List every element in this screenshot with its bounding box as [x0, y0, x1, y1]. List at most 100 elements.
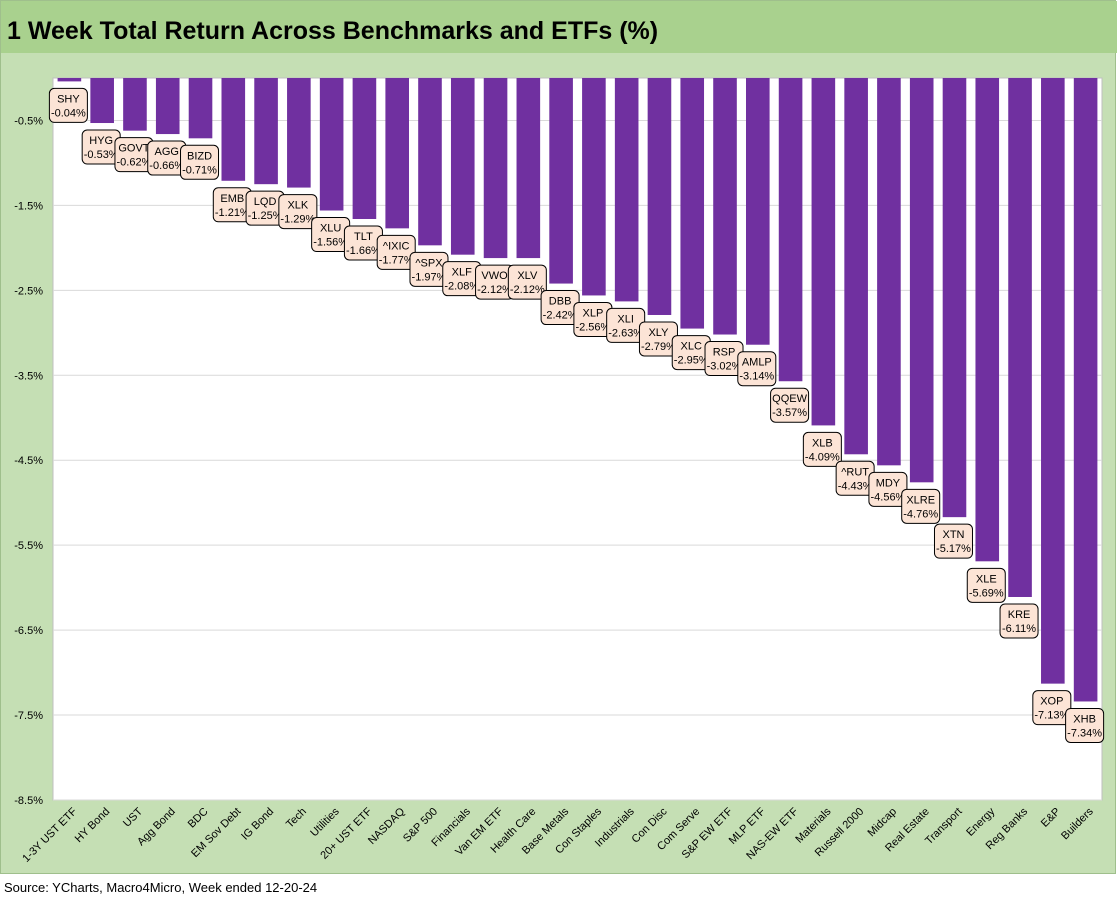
data-label-value: -1.66% [346, 245, 381, 257]
data-label: XLU -1.56% [311, 217, 351, 253]
bar [483, 78, 508, 259]
x-tick-label: Builders [1059, 805, 1096, 842]
data-label: HYG -0.53% [81, 129, 121, 165]
data-label: XLP -2.56% [573, 301, 613, 337]
bar [1008, 78, 1032, 597]
data-label-ticker: XLP [582, 307, 603, 319]
data-label: XTN -5.17% [933, 523, 973, 559]
data-label: XOP -7.13% [1032, 690, 1072, 726]
data-label-value: -5.69% [969, 587, 1004, 599]
source-note: Source: YCharts, Macro4Micro, Week ended… [4, 880, 318, 895]
data-label-value: -5.17% [936, 543, 971, 555]
bar [516, 78, 541, 259]
data-label-box [48, 87, 88, 123]
data-label-value: -0.71% [182, 164, 217, 176]
data-label-ticker: ^SPX [415, 257, 443, 269]
data-label-ticker: XLY [648, 327, 669, 339]
data-label-ticker: XTN [942, 529, 964, 541]
bar [647, 78, 672, 315]
bar [385, 78, 410, 229]
data-label-ticker: XLI [617, 313, 634, 325]
bar [778, 78, 803, 382]
data-label: XHB -7.34% [1065, 707, 1105, 743]
y-tick-label: -8.5% [14, 795, 43, 807]
bar [221, 78, 246, 181]
chart-title: 1 Week Total Return Across Benchmarks an… [7, 17, 659, 45]
bar [319, 78, 344, 211]
data-label-ticker: ^RUT [841, 466, 869, 478]
bar [90, 78, 114, 124]
data-label-ticker: XLE [976, 573, 997, 585]
bar [975, 78, 1000, 562]
data-label-value: -1.21% [215, 207, 250, 219]
bar [287, 78, 311, 188]
data-label-value: -2.79% [641, 341, 676, 353]
data-label: SHY -0.04% [48, 87, 88, 123]
data-label-ticker: XLRE [906, 494, 935, 506]
data-label-ticker: MDY [876, 477, 901, 489]
y-tick-label: -2.5% [14, 285, 43, 297]
bar [155, 78, 180, 135]
data-label: DBB -2.42% [540, 290, 580, 326]
data-label-value: -2.08% [444, 281, 479, 293]
bar [942, 78, 967, 518]
data-label-box [901, 488, 941, 524]
y-tick-label: -5.5% [14, 540, 43, 552]
data-label-box [933, 523, 973, 559]
y-tick-label: -0.5% [14, 115, 43, 127]
data-label-value: -3.57% [772, 407, 807, 419]
data-label-value: -2.63% [608, 327, 643, 339]
data-label-box [1065, 707, 1105, 743]
data-label-ticker: EMB [220, 193, 244, 205]
data-label: BIZD -0.71% [180, 144, 220, 180]
data-label-ticker: XHB [1073, 713, 1096, 725]
bar [811, 78, 836, 426]
data-label-value: -1.77% [379, 254, 414, 266]
data-label: XLB -4.09% [802, 431, 842, 467]
bar [123, 78, 147, 131]
data-label-ticker: XLF [452, 267, 472, 279]
x-tick-label: HY Bond [73, 806, 112, 845]
bar [877, 78, 901, 466]
data-label-ticker: VWO [481, 270, 508, 282]
data-label-box [737, 351, 777, 387]
data-label-box [1032, 690, 1072, 726]
x-tick-label: E&P [1039, 806, 1063, 830]
bar [549, 78, 573, 284]
bar [254, 78, 278, 185]
data-label-value: -4.09% [805, 451, 840, 463]
data-label: XLY -2.79% [638, 321, 678, 357]
data-label-ticker: XLV [517, 270, 538, 282]
data-label-value: -4.76% [903, 508, 938, 520]
data-label: RSP -3.02% [704, 341, 744, 377]
data-labels-group: SHY -0.04% HYG -0.53%GOVT -0.62%AGG -0.66%BIZ… [48, 87, 1105, 743]
data-label: QQEW -3.57% [770, 387, 810, 423]
data-label: LQD -1.25% [245, 190, 285, 226]
x-tick-label: Tech [284, 806, 309, 831]
data-label-ticker: AMLP [742, 357, 772, 369]
data-label: XLC -2.95% [671, 335, 711, 371]
data-label-box [770, 387, 810, 423]
data-label-value: -1.25% [248, 210, 283, 222]
bar [418, 78, 442, 246]
data-label: GOVT -0.62% [114, 137, 154, 173]
x-tick-label: NASDAQ [366, 805, 408, 847]
data-label-box [507, 264, 547, 300]
data-label-ticker: HYG [89, 135, 113, 147]
bar [909, 78, 934, 483]
x-tick-label: UST [121, 805, 145, 829]
bar [57, 78, 82, 82]
y-tick-label: -4.5% [14, 455, 43, 467]
data-label-ticker: RSP [713, 347, 736, 359]
y-tick-label: -1.5% [14, 200, 43, 212]
bar [1073, 78, 1098, 702]
data-label-box [278, 194, 318, 230]
data-label-ticker: SHY [57, 93, 80, 105]
data-label-value: -1.97% [412, 271, 447, 283]
data-label: AGG -0.66% [147, 140, 187, 176]
data-label-value: -1.56% [313, 237, 348, 249]
data-label: AMLP -3.14% [737, 351, 777, 387]
bar [844, 78, 868, 455]
data-label: EMB -1.21% [212, 187, 252, 223]
data-label-value: -3.02% [707, 361, 742, 373]
